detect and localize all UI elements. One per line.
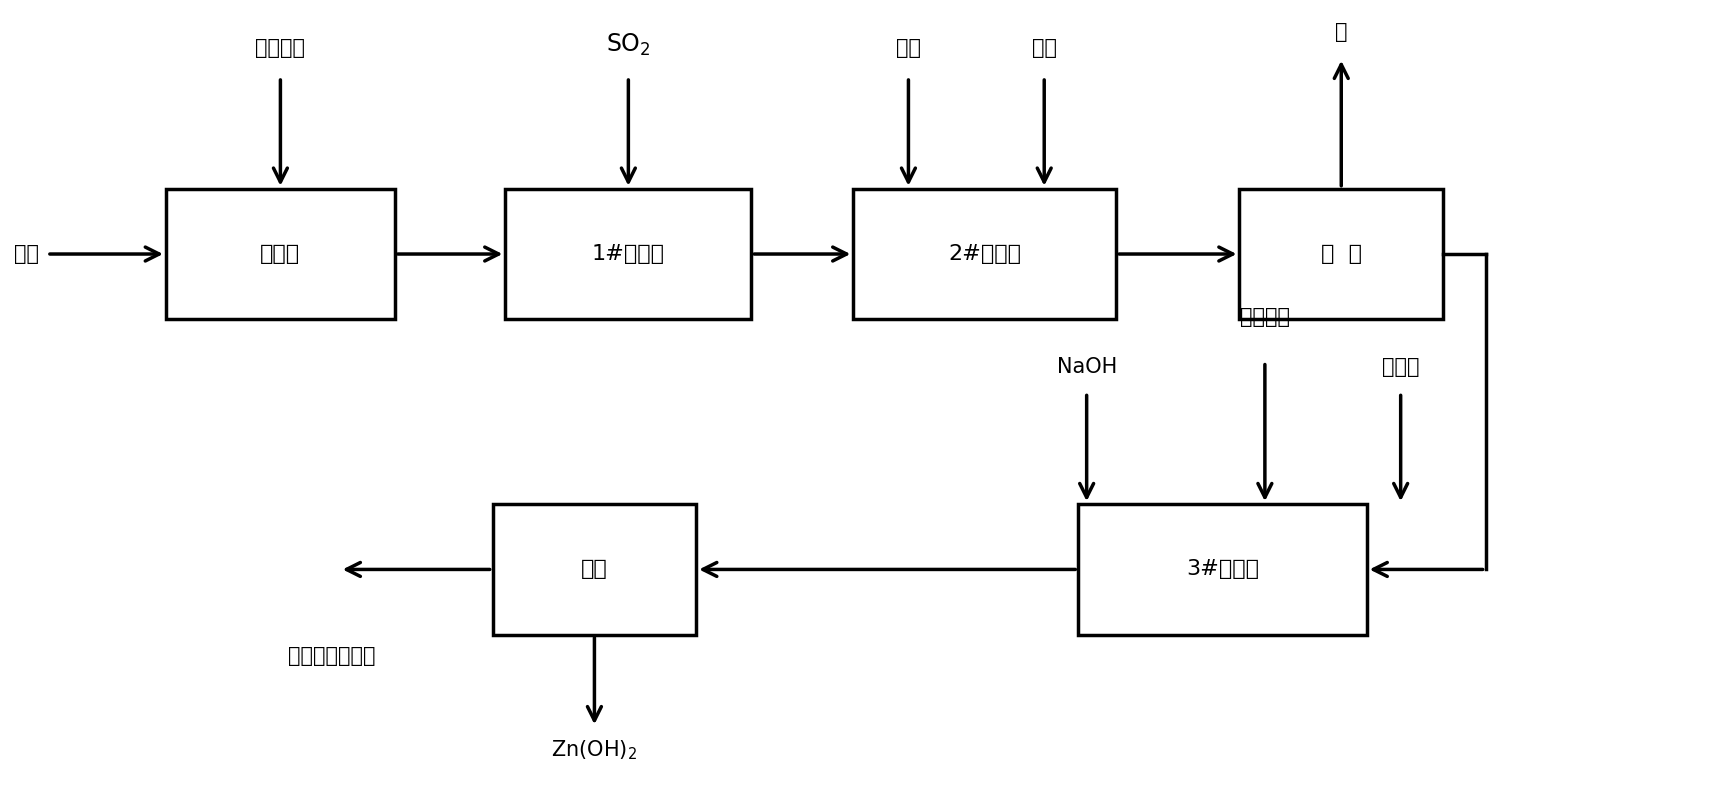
Text: 锌粉: 锌粉 <box>1032 38 1057 58</box>
Text: 甲醛: 甲醛 <box>895 38 921 58</box>
Text: 1#反应器: 1#反应器 <box>592 244 665 264</box>
Bar <box>506 188 752 319</box>
Text: 脱离子水: 脱离子水 <box>1240 307 1290 327</box>
Text: 脱离子水: 脱离子水 <box>255 38 305 58</box>
Text: 水: 水 <box>1335 23 1347 42</box>
Text: 稳定剂: 稳定剂 <box>1382 357 1420 377</box>
Bar <box>492 504 696 635</box>
Text: 锌粉: 锌粉 <box>14 244 38 264</box>
Text: NaOH: NaOH <box>1057 357 1117 377</box>
Bar <box>166 188 395 319</box>
Text: 过滤: 过滤 <box>580 560 608 579</box>
Bar <box>1240 188 1443 319</box>
Text: SO$_2$: SO$_2$ <box>606 31 651 58</box>
Bar <box>1077 504 1367 635</box>
Text: 脱  水: 脱 水 <box>1322 244 1361 264</box>
Text: 3#反应器: 3#反应器 <box>1186 560 1259 579</box>
Text: 甲醛次硫酸氢钠: 甲醛次硫酸氢钠 <box>288 646 376 666</box>
Bar <box>854 188 1117 319</box>
Text: Zn(OH)$_2$: Zn(OH)$_2$ <box>551 739 637 762</box>
Text: 制浆料: 制浆料 <box>260 244 300 264</box>
Text: 2#反应器: 2#反应器 <box>949 244 1022 264</box>
